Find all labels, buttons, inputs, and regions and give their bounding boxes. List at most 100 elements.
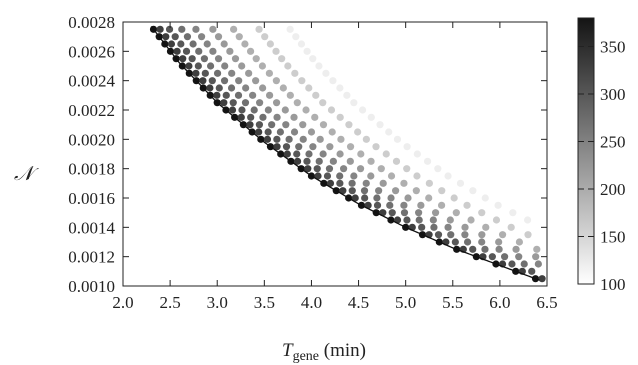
data-point (413, 150, 421, 158)
data-point (227, 84, 236, 92)
data-point (403, 165, 411, 173)
x-axis-title-subscript: gene (293, 349, 319, 364)
data-point (265, 69, 273, 77)
x-axis-title: Tgene (min) (282, 340, 366, 364)
data-point (425, 194, 433, 202)
data-point (230, 25, 238, 33)
data-point (329, 77, 337, 85)
data-point (388, 209, 396, 217)
data-point (238, 106, 246, 114)
data-point (303, 47, 311, 55)
data-point (356, 165, 365, 173)
data-point (282, 143, 291, 151)
data-point (272, 77, 280, 85)
data-point (305, 150, 313, 158)
data-point (316, 135, 324, 143)
data-point (498, 231, 507, 239)
data-point (327, 106, 336, 114)
data-point (336, 84, 344, 92)
data-point (524, 231, 532, 239)
data-point (488, 253, 496, 261)
data-point (302, 106, 310, 114)
data-point (255, 121, 264, 129)
data-point (213, 69, 222, 77)
data-point (235, 33, 243, 41)
y-tick-label: 0.0018 (68, 160, 115, 179)
data-point (241, 99, 250, 107)
data-point (339, 187, 347, 195)
data-point (192, 69, 200, 77)
data-point (213, 91, 221, 99)
data-point (201, 69, 209, 77)
data-point (231, 55, 240, 63)
data-point (346, 143, 355, 151)
data-point (173, 47, 181, 55)
x-axis-title-unit: (min) (319, 340, 366, 361)
data-point (177, 40, 185, 48)
data-point (534, 260, 542, 268)
data-point (376, 121, 384, 129)
data-point (481, 245, 489, 253)
data-point (322, 69, 330, 77)
data-point (495, 245, 503, 253)
data-point (515, 253, 523, 261)
data-point (431, 209, 440, 217)
x-tick-label: 3.0 (207, 293, 228, 312)
colorbar-tick-label: 250 (600, 133, 626, 152)
data-point (209, 25, 217, 33)
data-point (314, 172, 322, 180)
colorbar-gradient (577, 17, 595, 285)
data-point (237, 113, 245, 121)
data-point (206, 84, 214, 92)
data-point (178, 25, 186, 33)
data-point (444, 223, 452, 231)
data-point (182, 47, 191, 55)
data-point (276, 128, 284, 136)
y-tick-label: 0.0020 (68, 130, 115, 149)
data-point (469, 245, 477, 253)
data-point (413, 172, 421, 180)
data-point (278, 55, 286, 63)
data-point (303, 157, 311, 165)
data-point (252, 77, 260, 85)
data-point (387, 172, 396, 180)
data-point (400, 201, 408, 209)
data-point (361, 194, 369, 202)
data-point (197, 33, 206, 41)
data-point (266, 40, 274, 48)
data-point (461, 231, 469, 239)
data-point (261, 33, 269, 41)
data-point (386, 201, 394, 209)
data-point (192, 25, 200, 33)
data-point (272, 99, 281, 107)
data-point (185, 62, 193, 70)
data-point (235, 77, 243, 85)
data-point (229, 99, 237, 107)
data-point (319, 150, 327, 158)
data-point (319, 121, 328, 129)
data-point (494, 201, 502, 209)
data-point (312, 91, 320, 99)
y-axis: 0.0010 0.0012 0.0014 0.0016 0.0018 0.0020 0.00… (68, 13, 547, 296)
data-point (297, 40, 306, 48)
data-point (199, 77, 207, 85)
data-point (357, 150, 365, 158)
data-point (429, 216, 437, 224)
boundary-curve (150, 26, 540, 281)
y-tick-label: 0.0024 (68, 72, 115, 91)
data-point (373, 201, 382, 209)
data-point (281, 106, 289, 114)
data-point (508, 260, 516, 268)
data-point (337, 135, 345, 143)
data-point (195, 47, 203, 55)
data-point (377, 165, 385, 173)
data-point (220, 99, 228, 107)
boundary-curve-group (150, 26, 540, 281)
data-point (446, 216, 454, 224)
data-point (362, 179, 370, 187)
data-point (249, 91, 257, 99)
data-point (393, 135, 402, 143)
data-point (336, 113, 344, 121)
colorbar-tick-label: 100 (600, 275, 626, 294)
y-tick-label: 0.0026 (68, 42, 115, 61)
